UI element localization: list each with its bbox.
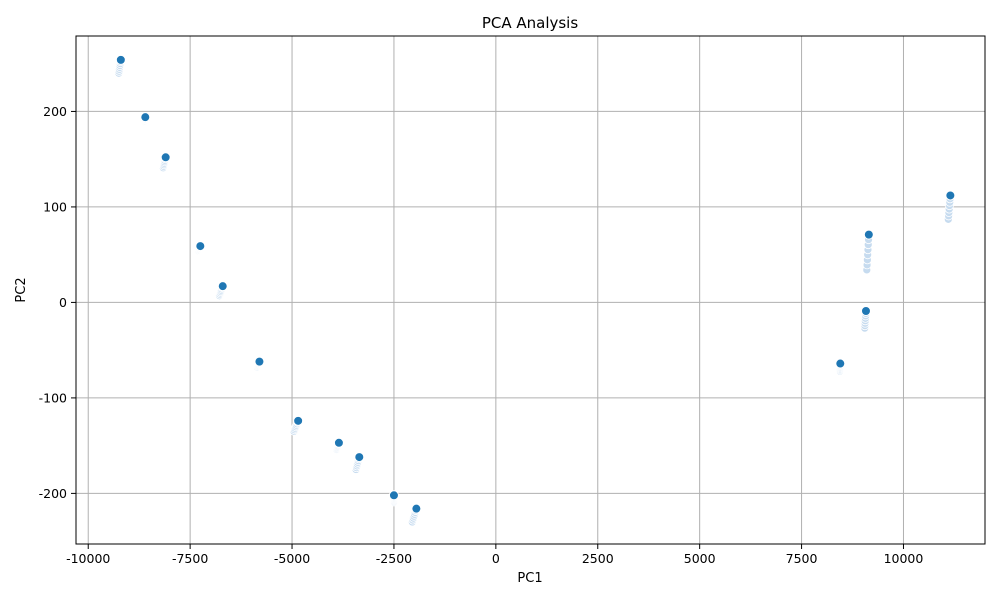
grid	[76, 36, 985, 544]
y-axis-label: PC2	[14, 277, 29, 302]
data-point	[863, 229, 874, 240]
data-point	[115, 54, 126, 65]
data-point	[835, 358, 846, 369]
data-point	[945, 190, 956, 201]
data-point	[160, 152, 171, 163]
chart-title: PCA Analysis	[482, 14, 579, 32]
x-tick-label: 0	[492, 551, 500, 566]
x-axis-label: PC1	[517, 571, 542, 586]
data-point	[293, 415, 304, 426]
y-tick-label: 100	[43, 199, 67, 214]
data-point	[140, 112, 151, 123]
data-point	[860, 306, 871, 317]
y-tick-label: 200	[43, 104, 67, 119]
x-tick-label: 5000	[684, 551, 716, 566]
data-point	[354, 452, 365, 463]
y-tick-label: -100	[39, 390, 67, 405]
data-point	[254, 356, 265, 367]
x-tick-label: -10000	[66, 551, 110, 566]
y-tick-label: 0	[59, 295, 67, 310]
plot-frame	[75, 35, 986, 545]
data-point	[411, 503, 422, 514]
x-tick-label: 10000	[884, 551, 924, 566]
data-points	[114, 54, 956, 527]
data-point	[388, 490, 399, 501]
y-axis-ticks: -200 -100 0 100 200	[39, 104, 76, 501]
x-axis-ticks: -10000 -7500 -5000 -2500 0 2500 5000 7500 10000	[66, 544, 923, 566]
y-tick-label: -200	[39, 486, 67, 501]
x-tick-label: 7500	[786, 551, 818, 566]
data-point	[333, 437, 344, 448]
data-point	[217, 281, 228, 292]
x-tick-label: -5000	[274, 551, 310, 566]
x-tick-label: -2500	[376, 551, 412, 566]
x-tick-label: -7500	[172, 551, 208, 566]
data-point	[195, 241, 206, 252]
x-tick-label: 2500	[582, 551, 614, 566]
